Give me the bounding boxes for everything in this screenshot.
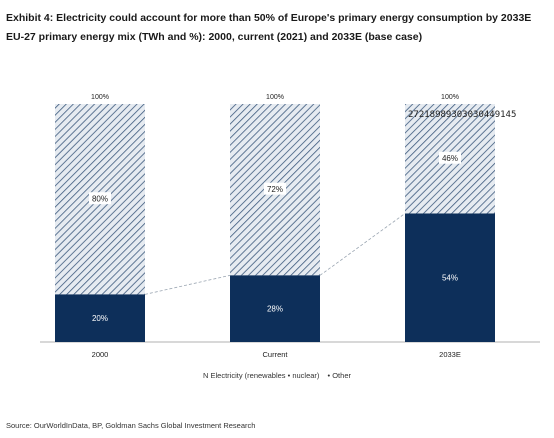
source-note: Source: OurWorldInData, BP, Goldman Sach… bbox=[6, 421, 256, 430]
connector-line-2 bbox=[319, 213, 406, 276]
label-box-other-2000 bbox=[89, 192, 111, 205]
label-box-other-current bbox=[264, 182, 286, 195]
label-electricity-2033e: 54% bbox=[442, 274, 458, 283]
legend-other: • Other bbox=[327, 371, 351, 380]
tick-label-current: Current bbox=[262, 350, 288, 359]
tick-label-2033e: 2033E bbox=[439, 350, 461, 359]
label-total-2000: 100% bbox=[91, 94, 109, 101]
label-total-2033e: 100% bbox=[441, 94, 459, 101]
label-box-other-2033e bbox=[439, 151, 461, 164]
label-electricity-2000: 20% bbox=[92, 314, 108, 323]
stray-number-text: 27218989303030449145 bbox=[408, 110, 517, 120]
bar-electricity-2000 bbox=[55, 294, 145, 342]
legend-electricity: N Electricity (renewables • nuclear) bbox=[203, 371, 320, 380]
bar-electricity-current bbox=[230, 275, 320, 342]
chart-legend: N Electricity (renewables • nuclear) • O… bbox=[0, 371, 554, 380]
label-other-2033e: 46% bbox=[442, 154, 458, 163]
bar-electricity-2033e bbox=[405, 213, 495, 342]
connector-line-1 bbox=[144, 274, 231, 295]
label-electricity-current: 28% bbox=[267, 305, 283, 314]
chart-subtitle: EU-27 primary energy mix (TWh and %): 20… bbox=[6, 31, 423, 43]
label-other-current: 72% bbox=[267, 185, 283, 194]
tick-label-2000: 2000 bbox=[92, 350, 109, 359]
label-other-2000: 80% bbox=[92, 195, 108, 204]
chart-title: Exhibit 4: Electricity could account for… bbox=[6, 12, 532, 24]
label-total-current: 100% bbox=[266, 94, 284, 101]
